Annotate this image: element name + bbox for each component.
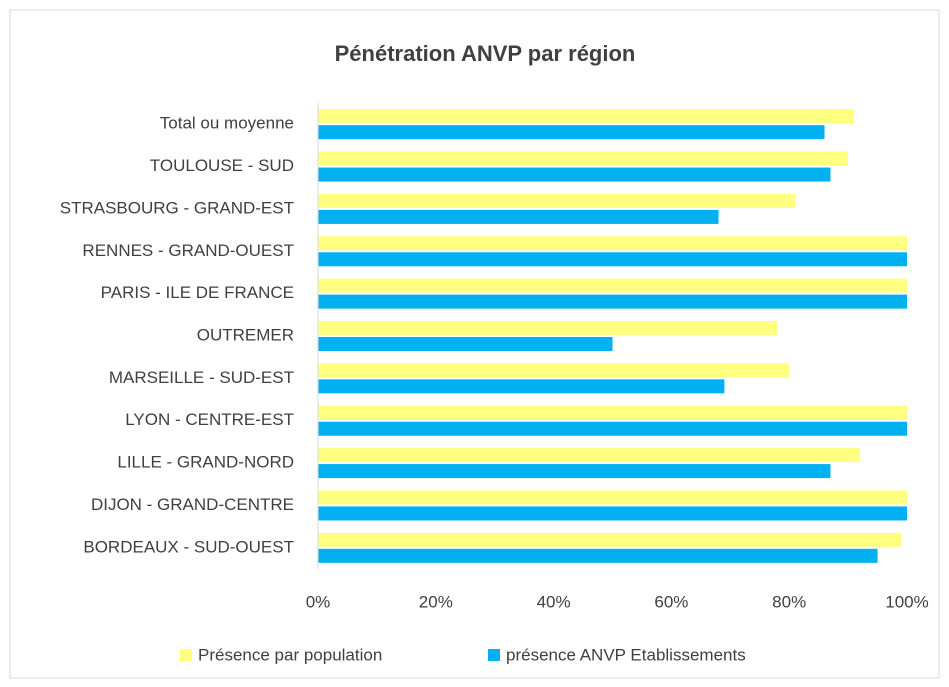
bar bbox=[318, 151, 849, 166]
bar bbox=[318, 209, 719, 224]
chart-title: Pénétration ANVP par région bbox=[335, 41, 636, 66]
y-tick-label: LILLE - GRAND-NORD bbox=[117, 453, 294, 472]
bar bbox=[318, 464, 831, 479]
x-tick-label: 80% bbox=[772, 592, 806, 611]
bar bbox=[318, 448, 860, 463]
legend-label: Présence par population bbox=[198, 645, 382, 664]
bar bbox=[318, 236, 907, 251]
y-tick-label: RENNES - GRAND-OUEST bbox=[82, 241, 294, 260]
x-tick-label: 60% bbox=[654, 592, 688, 611]
x-tick-label: 40% bbox=[537, 592, 571, 611]
y-tick-label: OUTREMER bbox=[197, 325, 294, 344]
y-tick-label: BORDEAUX - SUD-OUEST bbox=[83, 537, 294, 556]
bar bbox=[318, 548, 878, 563]
legend-label: présence ANVP Etablissements bbox=[506, 645, 746, 664]
bar bbox=[318, 321, 778, 335]
y-tick-label: LYON - CENTRE-EST bbox=[125, 410, 294, 429]
bar bbox=[318, 363, 790, 378]
y-tick-label: TOULOUSE - SUD bbox=[150, 156, 294, 175]
bar bbox=[318, 337, 613, 351]
y-tick-label: DIJON - GRAND-CENTRE bbox=[91, 495, 294, 514]
bar bbox=[318, 405, 907, 420]
x-tick-label: 0% bbox=[306, 592, 331, 611]
bar bbox=[318, 252, 907, 267]
y-tick-label: PARIS - ILE DE FRANCE bbox=[101, 283, 294, 302]
legend-swatch bbox=[488, 649, 500, 661]
bar bbox=[318, 294, 907, 309]
bar bbox=[318, 278, 907, 293]
y-tick-label: Total ou moyenne bbox=[160, 114, 294, 133]
bar bbox=[318, 506, 907, 521]
bar bbox=[318, 421, 907, 436]
bar bbox=[318, 379, 725, 394]
bar bbox=[318, 167, 831, 182]
bar bbox=[318, 532, 902, 547]
x-tick-label: 100% bbox=[885, 592, 928, 611]
bar bbox=[318, 193, 796, 208]
legend-swatch bbox=[180, 649, 192, 661]
y-tick-label: MARSEILLE - SUD-EST bbox=[109, 368, 294, 387]
bar bbox=[318, 125, 825, 140]
x-tick-label: 20% bbox=[419, 592, 453, 611]
bar bbox=[318, 490, 907, 505]
y-tick-label: STRASBOURG - GRAND-EST bbox=[60, 198, 294, 217]
bar bbox=[318, 109, 854, 124]
